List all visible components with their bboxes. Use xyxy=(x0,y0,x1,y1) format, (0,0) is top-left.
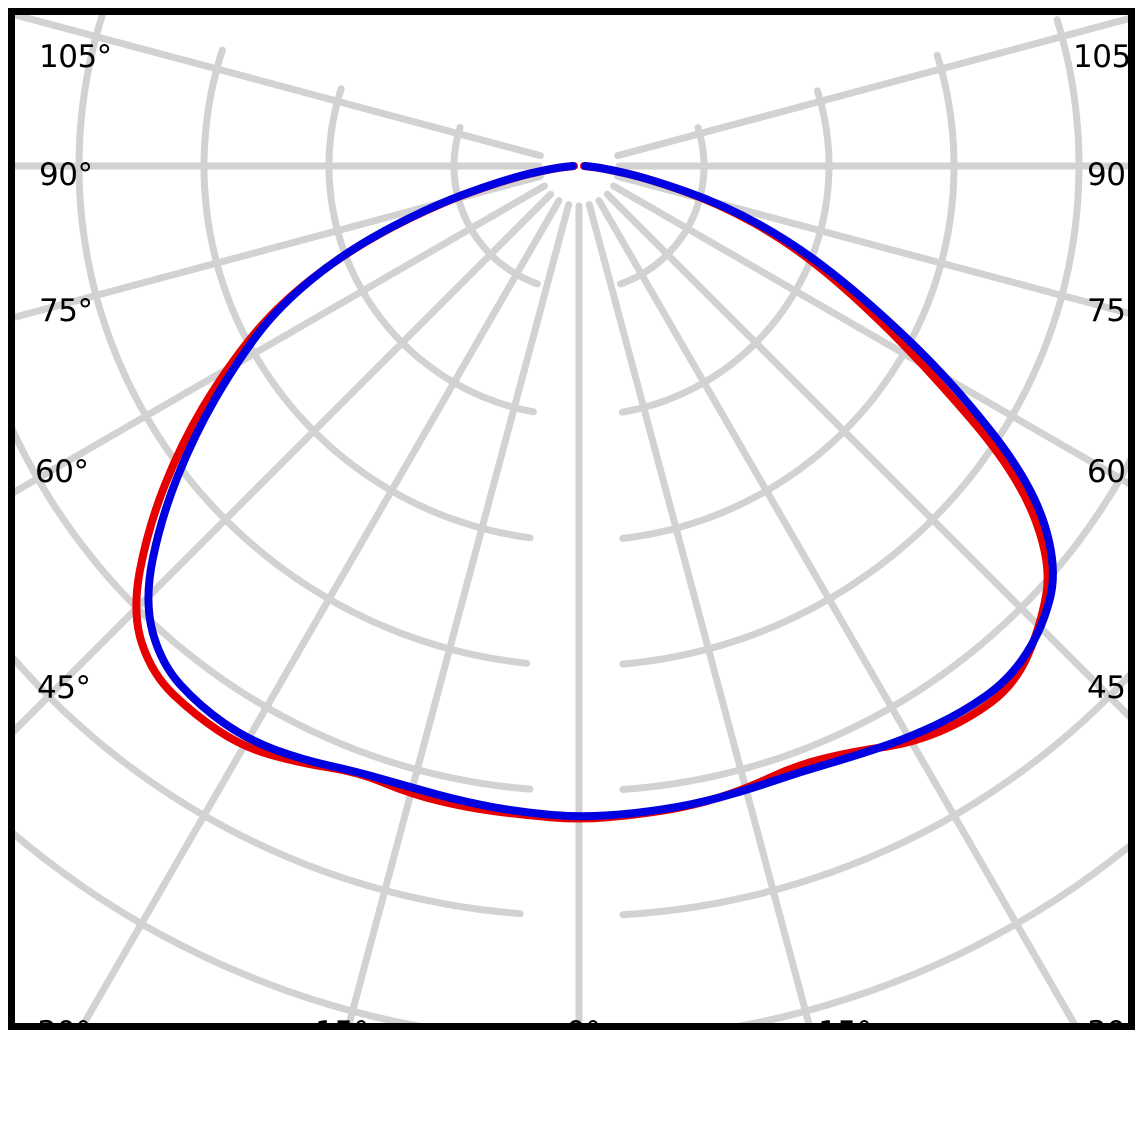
grid-ring-4-right xyxy=(619,16,1083,668)
angle-label-bottom-left-15: 15° xyxy=(315,1015,369,1023)
angle-label-left-105: 105° xyxy=(39,39,112,75)
polar-grid-and-curves xyxy=(15,15,1128,1023)
polar-plot-frame: 105° 90° 75° 60° 45° 30° 15° 0° 15° 30° 45° 60° 75° 9… xyxy=(8,8,1135,1030)
grid-spoke-45 xyxy=(603,190,1128,720)
angle-label-bottom-right-15: 15° xyxy=(818,1015,872,1023)
angle-label-right-60: 60° xyxy=(1087,454,1128,490)
legend-bar: cd/klm η = 100% C0 - C180 C90 - C270 xyxy=(0,1030,1143,1143)
grid-spoke-60 xyxy=(610,182,1128,488)
angle-label-left-75: 75° xyxy=(39,293,93,329)
grid-ring-5-right xyxy=(619,457,1128,793)
grid-spoke--105 xyxy=(15,15,544,160)
grid-spoke--60 xyxy=(15,182,548,496)
grid-spoke--30 xyxy=(80,197,563,1023)
grid-ring-5-left xyxy=(15,426,534,793)
grid-ring-1-left xyxy=(450,123,541,288)
grid-ring-6-left xyxy=(15,654,524,918)
grid-spoke-75 xyxy=(614,172,1128,317)
angle-label-left-60: 60° xyxy=(35,454,89,490)
grid-spoke-105 xyxy=(614,15,1128,160)
angle-label-bottom-right-30: 30° xyxy=(1087,1015,1128,1023)
grid-ring-2-left xyxy=(325,85,537,416)
angle-label-bottom-0: 0° xyxy=(566,1015,601,1023)
angle-label-right-105: 105° xyxy=(1073,39,1131,75)
angle-label-left-90: 90° xyxy=(39,157,93,193)
angle-label-right-90: 90° xyxy=(1087,157,1128,193)
grid-spoke--75 xyxy=(15,172,544,321)
angle-label-right-75: 75° xyxy=(1087,293,1128,329)
intensity-curves xyxy=(132,162,1057,823)
grid-ring-7-left xyxy=(15,830,421,1023)
curve-c0-c180 xyxy=(132,162,1052,823)
angle-label-right-45: 45° xyxy=(1087,670,1128,706)
angle-label-left-45: 45° xyxy=(37,670,91,706)
grid-ring-7-right xyxy=(737,842,1128,1023)
grid-ring-2-right xyxy=(618,87,833,416)
grid-spoke-30 xyxy=(595,197,1078,1023)
grid-spoke--15 xyxy=(345,201,573,1023)
angle-label-bottom-left-30: 30° xyxy=(37,1015,91,1023)
grid-ring-3-left xyxy=(200,46,534,542)
grid-ring-3-right xyxy=(619,51,958,542)
grid-ring-4-left xyxy=(75,15,531,667)
grid-ring-6-right xyxy=(619,671,1128,919)
curve-c90-c270 xyxy=(144,162,1057,821)
grid-spoke--45 xyxy=(15,190,555,735)
grid-spoke-15 xyxy=(585,201,813,1023)
grid-ring-1-right xyxy=(617,124,708,288)
polar-grid xyxy=(15,15,1128,1023)
